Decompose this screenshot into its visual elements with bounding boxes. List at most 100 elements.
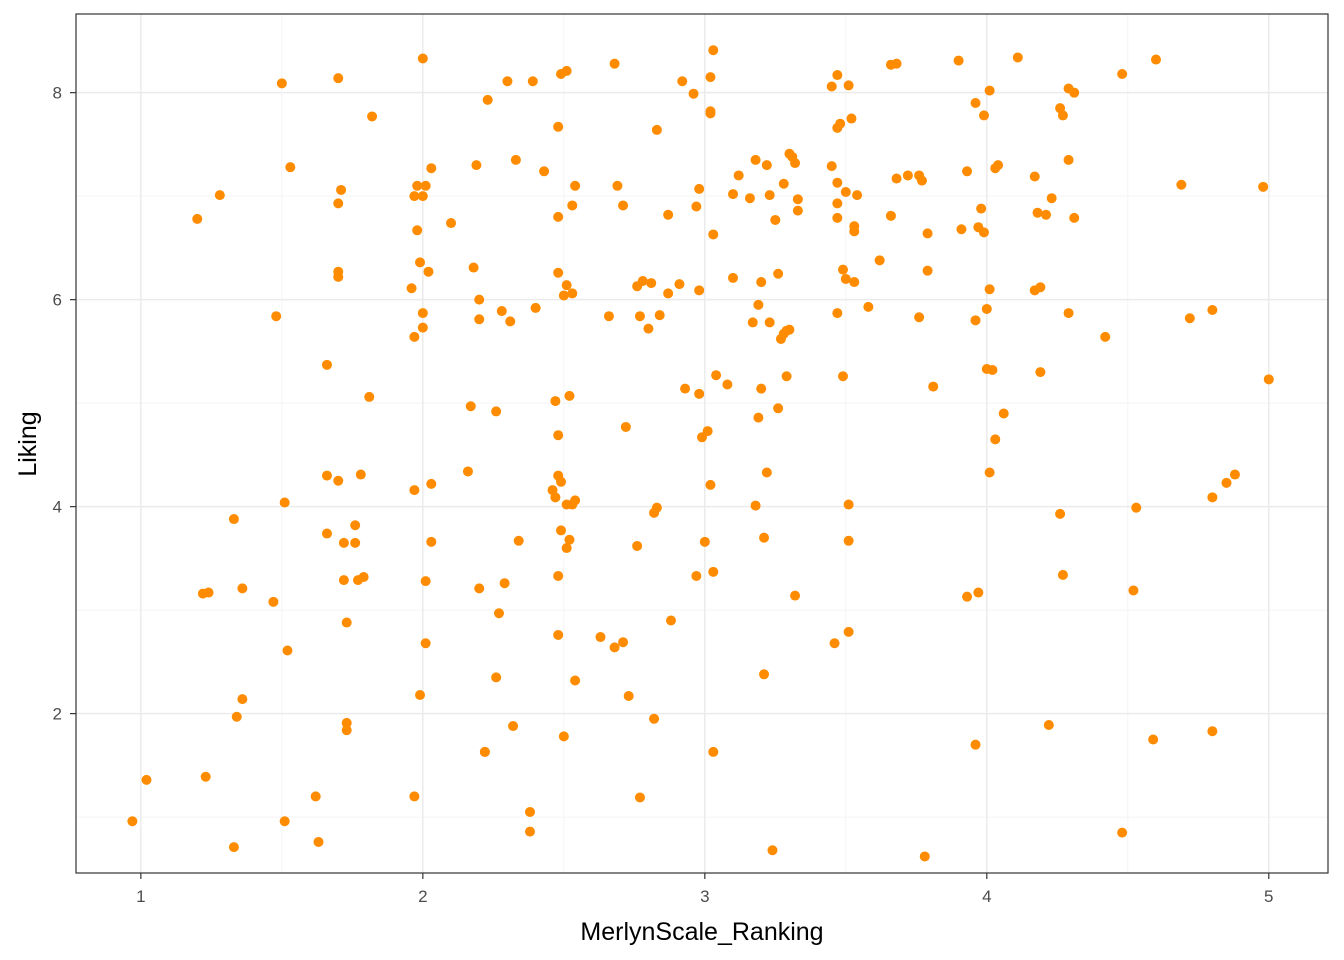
data-point [1207, 304, 1218, 315]
data-point [341, 725, 352, 736]
data-point [420, 180, 431, 191]
data-point [426, 536, 437, 547]
data-point [426, 478, 437, 489]
data-point [984, 85, 995, 96]
data-point [271, 311, 282, 322]
data-point [649, 713, 660, 724]
data-point [1148, 734, 1159, 745]
data-point [333, 475, 344, 486]
data-point [553, 570, 564, 581]
data-point [956, 224, 967, 235]
data-point [902, 170, 913, 181]
data-point [564, 390, 575, 401]
data-point [699, 536, 710, 547]
panel-border [75, 13, 1329, 874]
data-point [493, 608, 504, 619]
data-point [1046, 193, 1057, 204]
y-tick-label: 6 [53, 291, 62, 310]
data-point [846, 113, 857, 124]
data-point [553, 629, 564, 640]
data-point [773, 268, 784, 279]
data-point [922, 265, 933, 276]
data-point [228, 842, 239, 853]
data-point [553, 121, 564, 132]
data-point [773, 403, 784, 414]
data-point [558, 731, 569, 742]
data-point [973, 587, 984, 598]
x-tick-label: 1 [136, 887, 145, 906]
data-point [415, 257, 426, 268]
data-point [1069, 212, 1080, 223]
data-point [1063, 154, 1074, 165]
data-point [663, 209, 674, 220]
data-point [728, 272, 739, 283]
data-point [367, 111, 378, 122]
data-point [840, 273, 851, 284]
data-point [276, 78, 287, 89]
data-point [556, 476, 567, 487]
data-point [832, 212, 843, 223]
data-point [561, 543, 572, 554]
y-tick-label: 2 [53, 705, 62, 724]
data-point [849, 277, 860, 288]
data-point [835, 118, 846, 129]
data-point [832, 198, 843, 209]
data-point [634, 792, 645, 803]
data-point [412, 225, 423, 236]
data-point [863, 301, 874, 312]
data-point [914, 312, 925, 323]
x-tick-label: 4 [982, 887, 991, 906]
data-point [1057, 110, 1068, 121]
data-point [1035, 282, 1046, 293]
data-point [711, 370, 722, 381]
data-point [843, 499, 854, 510]
data-point [530, 302, 541, 313]
data-point [474, 314, 485, 325]
data-point [702, 426, 713, 437]
data-point [561, 65, 572, 76]
data-point [313, 836, 324, 847]
data-point [962, 166, 973, 177]
data-point [663, 288, 674, 299]
data-point [688, 88, 699, 99]
data-point [1207, 492, 1218, 503]
data-point [595, 632, 606, 643]
data-point [468, 262, 479, 273]
data-point [708, 229, 719, 240]
data-point [654, 310, 665, 321]
data-point [561, 280, 572, 291]
data-point [722, 379, 733, 390]
data-point [333, 73, 344, 84]
data-point [1229, 469, 1240, 480]
data-point [891, 58, 902, 69]
data-point [203, 587, 214, 598]
data-point [1029, 171, 1040, 182]
data-point [570, 675, 581, 686]
data-point [333, 271, 344, 282]
data-point [364, 391, 375, 402]
data-point [510, 154, 521, 165]
data-point [837, 264, 848, 275]
data-point [759, 669, 770, 680]
data-point [792, 205, 803, 216]
y-tick-label: 8 [53, 84, 62, 103]
data-point [993, 160, 1004, 171]
data-point [919, 851, 930, 862]
data-point [350, 520, 361, 531]
data-point [409, 331, 420, 342]
data-point [987, 365, 998, 376]
x-tick-label: 5 [1264, 887, 1273, 906]
data-point [524, 826, 535, 837]
data-point [141, 774, 152, 785]
data-point [285, 162, 296, 173]
data-point [753, 412, 764, 423]
data-point [336, 184, 347, 195]
data-point [228, 514, 239, 525]
data-point [832, 70, 843, 81]
data-point [412, 180, 423, 191]
data-point [708, 746, 719, 757]
data-point [1043, 720, 1054, 731]
data-point [694, 183, 705, 194]
data-point [637, 276, 648, 287]
